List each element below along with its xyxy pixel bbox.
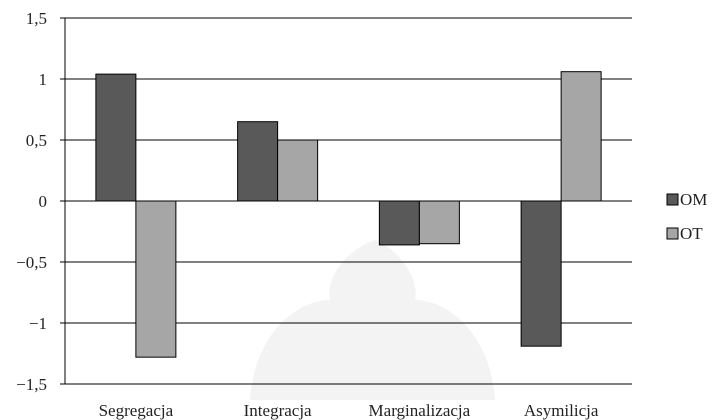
category-label: Segregacja <box>99 401 174 420</box>
bar-om <box>237 121 279 202</box>
bar-ot <box>277 139 319 202</box>
category-label: Asymilicja <box>524 401 599 420</box>
bar-om <box>95 73 137 202</box>
legend-swatch-ot <box>666 227 679 240</box>
legend-label-om: OM <box>680 190 707 209</box>
bar-om <box>378 200 420 246</box>
y-tick-label: 1 <box>39 70 48 89</box>
y-tick-label: 1,5 <box>26 9 47 28</box>
y-tick-labels: 1,5 1 0,5 0 −0,5 −1 −1,5 <box>16 9 47 394</box>
axes <box>60 17 66 385</box>
legend-label-ot: OT <box>680 224 703 243</box>
watermark-logo <box>250 240 495 400</box>
y-tick-label: 0 <box>39 192 48 211</box>
y-tick-label: −1,5 <box>16 375 47 394</box>
category-label: Marginalizacja <box>369 401 471 420</box>
bar-ot <box>560 71 602 202</box>
y-tick-label: −1 <box>29 314 47 333</box>
category-labels: Segregacja Integracja Marginalizacja Asymil… <box>99 401 599 420</box>
bar-om <box>520 200 562 347</box>
y-tick-label: 0,5 <box>26 131 47 150</box>
bar-ot <box>135 200 177 358</box>
legend-swatch-om <box>666 193 679 206</box>
bars <box>95 71 602 358</box>
category-label: Integracja <box>244 401 312 420</box>
bar-ot <box>418 200 460 245</box>
y-tick-label: −0,5 <box>16 253 47 272</box>
legend: OM OT <box>666 190 707 243</box>
